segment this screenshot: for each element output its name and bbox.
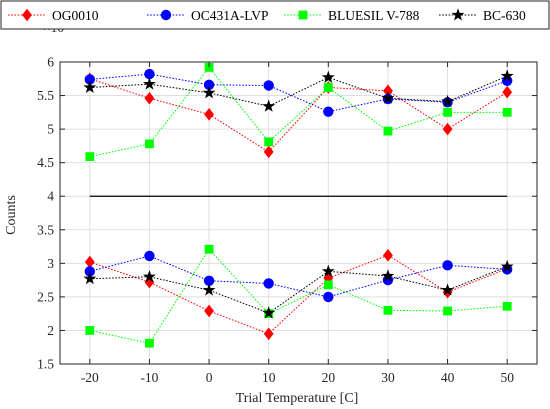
data-point [264,137,274,147]
x-tick-label: 50 [500,370,514,385]
data-point [500,259,514,273]
data-point [323,291,334,303]
data-point [263,327,274,341]
data-point [262,99,276,112]
data-point [502,85,513,99]
data-point [202,283,216,296]
legend-marker [22,8,32,22]
series-line-oc431a-lvp-upper [89,73,508,113]
legend-label: OC431A-LVP [191,8,269,23]
data-point [145,338,154,348]
data-point [323,280,333,290]
x-tick-label: 30 [381,370,395,385]
y-tick-label: 4 [47,189,54,204]
data-point [323,106,334,117]
data-point [85,152,95,162]
data-point [263,278,274,289]
data-point [204,304,214,318]
data-point [321,70,335,83]
data-point [204,244,214,254]
series-line-bluesil-v-788-upper [89,66,508,158]
data-point [263,145,274,159]
data-point [383,305,393,315]
data-point [203,79,215,91]
data-point [144,275,155,289]
legend: OG0010 OC431A-LVP BLUESIL V-788 BC-630 [0,0,550,30]
legend-marker [160,9,172,21]
data-point [502,301,512,311]
legend-label: OG0010 [52,8,99,23]
data-point [442,122,453,136]
x-tick-label: 10 [262,370,276,385]
data-point [83,271,97,285]
data-point [144,250,155,262]
data-point [84,266,96,277]
data-point [321,264,335,277]
data-point [383,126,393,136]
data-point [204,108,214,121]
series-line-bc-630-lower [89,266,508,314]
data-point [142,77,156,90]
y-tick-label: 6 [47,55,54,70]
data-point [202,86,216,99]
y-tick-label: 2 [47,323,54,338]
data-point [204,62,214,72]
legend-label: BC-630 [483,8,526,23]
x-tick-label: -10 [140,370,158,385]
x-tick-label: -20 [81,370,99,385]
data-point [443,107,452,117]
y-axis-title: Counts [4,195,19,235]
data-point [142,269,156,283]
data-point [263,80,274,91]
legend-label: BLUESIL V-788 [328,8,420,23]
plot-frame [59,61,538,365]
data-point [262,306,276,319]
data-point [500,69,514,82]
legend-marker [451,8,465,21]
y-tick-label: 3 [47,256,54,271]
series-line-og0010-lower [89,254,508,335]
y-tick-label: 5.5 [37,88,54,103]
data-point [84,255,95,269]
y-tick-label: 5 [47,122,54,137]
data-point [442,260,453,271]
data-point [441,283,455,296]
data-point [443,306,452,316]
legend-marker [298,10,308,20]
data-point [323,83,333,92]
data-point [144,91,155,105]
y-tick-label: 2.5 [37,289,54,304]
x-tick-label: 40 [441,370,455,385]
x-tick-label: 20 [322,370,336,385]
data-point [383,84,393,98]
y-tick-label: 3.5 [37,222,54,237]
y-tick-label: 1.5 [37,357,54,372]
data-point [203,275,215,286]
data-point [383,248,393,262]
x-axis-title: Trial Temperature [C] [236,391,359,406]
data-point [441,94,455,108]
data-point [381,91,395,104]
series-line-og0010-upper [89,78,508,153]
axes-layer: -20 -10 0 10 20 30 40 50 1.5 2 2.5 3 3.5 4 4.5 5 5.5 6 [37,55,538,385]
series-layer [83,62,514,348]
data-point [144,68,155,80]
data-point [502,107,512,117]
data-point [84,74,96,85]
x-tick-label: 0 [206,370,213,385]
data-point [381,269,395,282]
y-tick-label: 4.5 [37,155,54,170]
data-point [83,80,97,93]
data-point [145,139,154,149]
data-point [85,326,95,335]
